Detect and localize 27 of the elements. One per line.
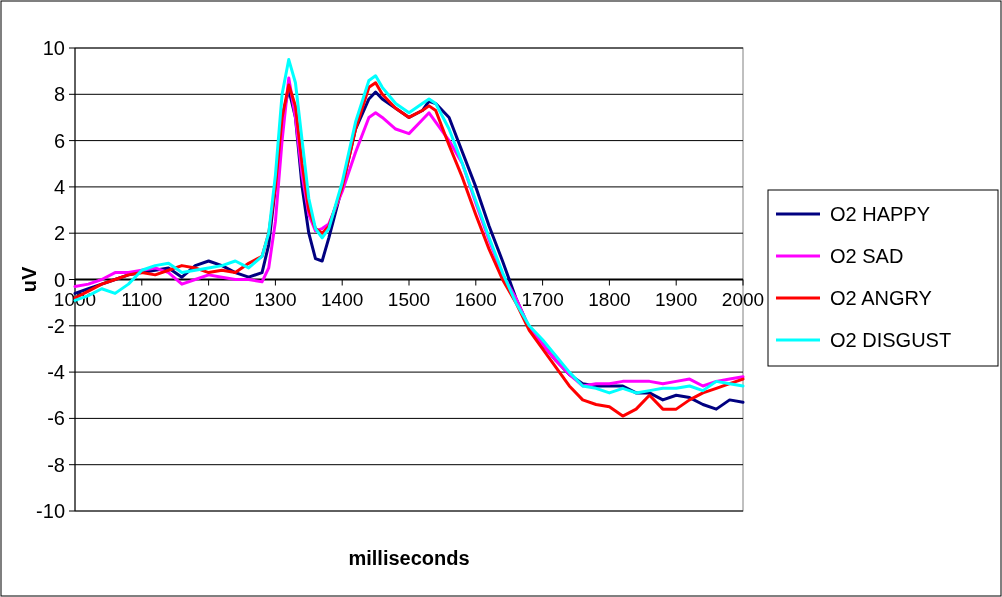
- legend-label: O2 HAPPY: [830, 203, 931, 225]
- y-tick-label: -4: [47, 361, 65, 384]
- x-tick-label: 1800: [588, 288, 631, 310]
- x-tick-label: 1500: [387, 288, 431, 310]
- y-tick-label: 2: [53, 222, 65, 245]
- x-tick-label: 1600: [454, 288, 497, 310]
- legend-label: O2 SAD: [830, 245, 904, 267]
- y-tick-label: -8: [47, 453, 65, 476]
- x-tick-label: 1900: [655, 288, 698, 310]
- x-tick-label: 1700: [521, 288, 564, 310]
- x-tick-label: 1100: [121, 288, 163, 310]
- x-axis-title: milliseconds: [348, 547, 470, 569]
- legend-label: O2 DISGUST: [830, 329, 952, 351]
- y-tick-label: 10: [42, 37, 65, 59]
- x-tick-label: 1200: [187, 288, 230, 310]
- y-tick-label: -2: [47, 314, 65, 337]
- x-tick-label: 1300: [254, 288, 297, 310]
- y-tick-label: 4: [53, 175, 65, 198]
- y-tick-label: -10: [36, 500, 65, 522]
- y-axis-title: uV: [18, 266, 40, 293]
- y-tick-label: 6: [53, 129, 65, 152]
- x-tick-label: 1400: [321, 288, 364, 310]
- legend-label: O2 ANGRY: [830, 287, 932, 309]
- y-tick-label: 8: [53, 83, 65, 106]
- y-tick-label: 0: [53, 268, 65, 291]
- y-tick-label: -6: [47, 407, 65, 430]
- x-tick-label: 2000: [721, 288, 765, 310]
